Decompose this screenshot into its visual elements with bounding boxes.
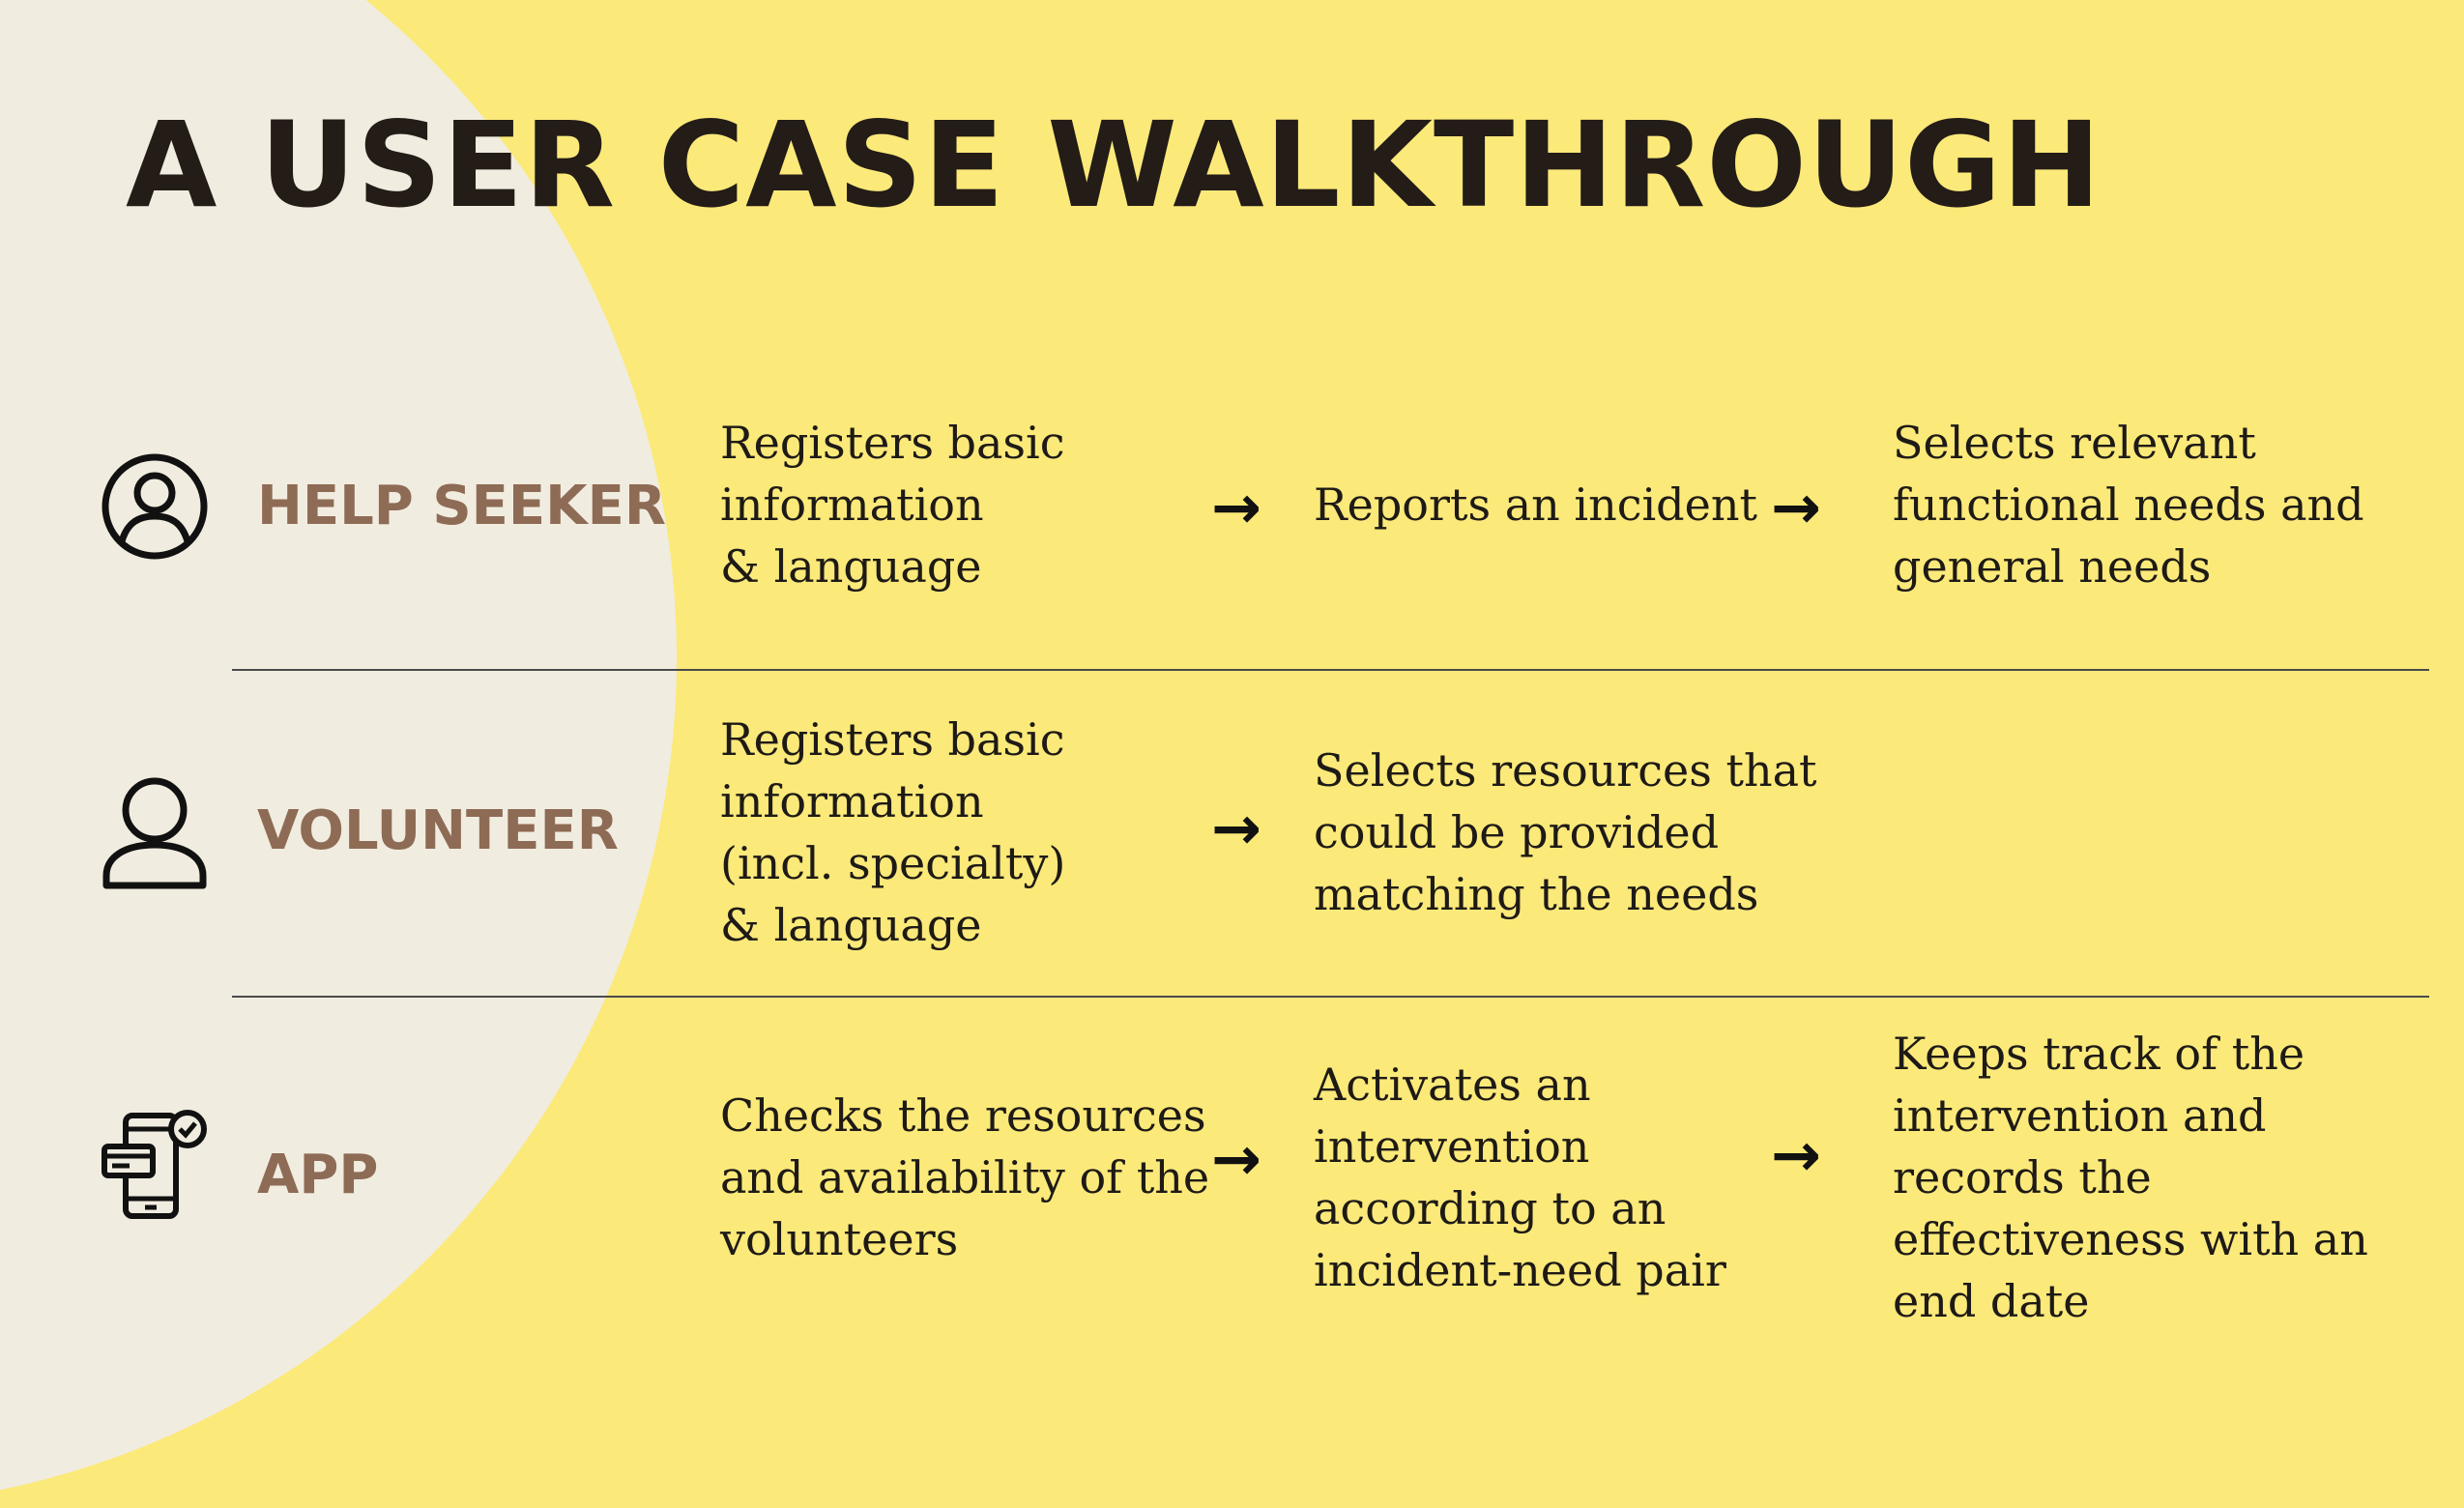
role-label-help-seeker: HELP SEEKER [257,475,666,537]
role-label-app: APP [257,1144,379,1206]
user-icon [101,775,209,895]
app-step-3: Keeps track of the intervention and reco… [1893,1028,2368,1327]
role-label-volunteer: VOLUNTEER [257,799,619,862]
page-title: A USER CASE WALKTHROUGH [126,97,2102,234]
help-seeker-step-1: Registers basic information & language [720,417,1065,593]
mobile-app-icon [101,1108,213,1224]
arrow-right-icon: → [1771,472,1821,542]
help-seeker-step-2: Reports an incident [1314,478,1757,531]
arrow-right-icon: → [1211,793,1261,863]
arrow-right-icon: → [1211,1123,1261,1194]
volunteer-step-2: Selects resources that could be provided… [1314,744,1817,920]
app-step-2: Activates an intervention according to a… [1314,1058,1726,1296]
app-step-1: Checks the resources and availability of… [720,1089,1210,1265]
arrow-right-icon: → [1771,1119,1821,1190]
volunteer-step-1: Registers basic information (incl. speci… [720,713,1066,951]
user-circle-icon [101,452,209,565]
row-divider [232,669,2429,671]
help-seeker-step-3: Selects relevant functional needs and ge… [1893,417,2364,593]
row-divider [232,996,2429,998]
arrow-right-icon: → [1211,472,1261,542]
